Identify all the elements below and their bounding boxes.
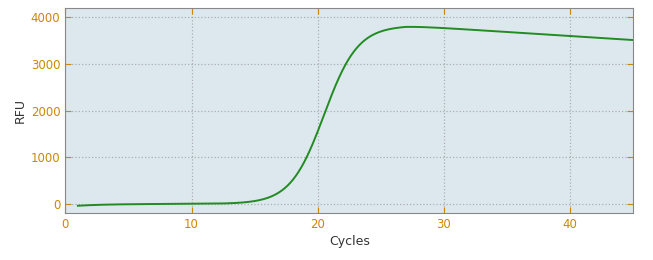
X-axis label: Cycles: Cycles [329, 235, 370, 248]
Y-axis label: RFU: RFU [14, 98, 27, 123]
